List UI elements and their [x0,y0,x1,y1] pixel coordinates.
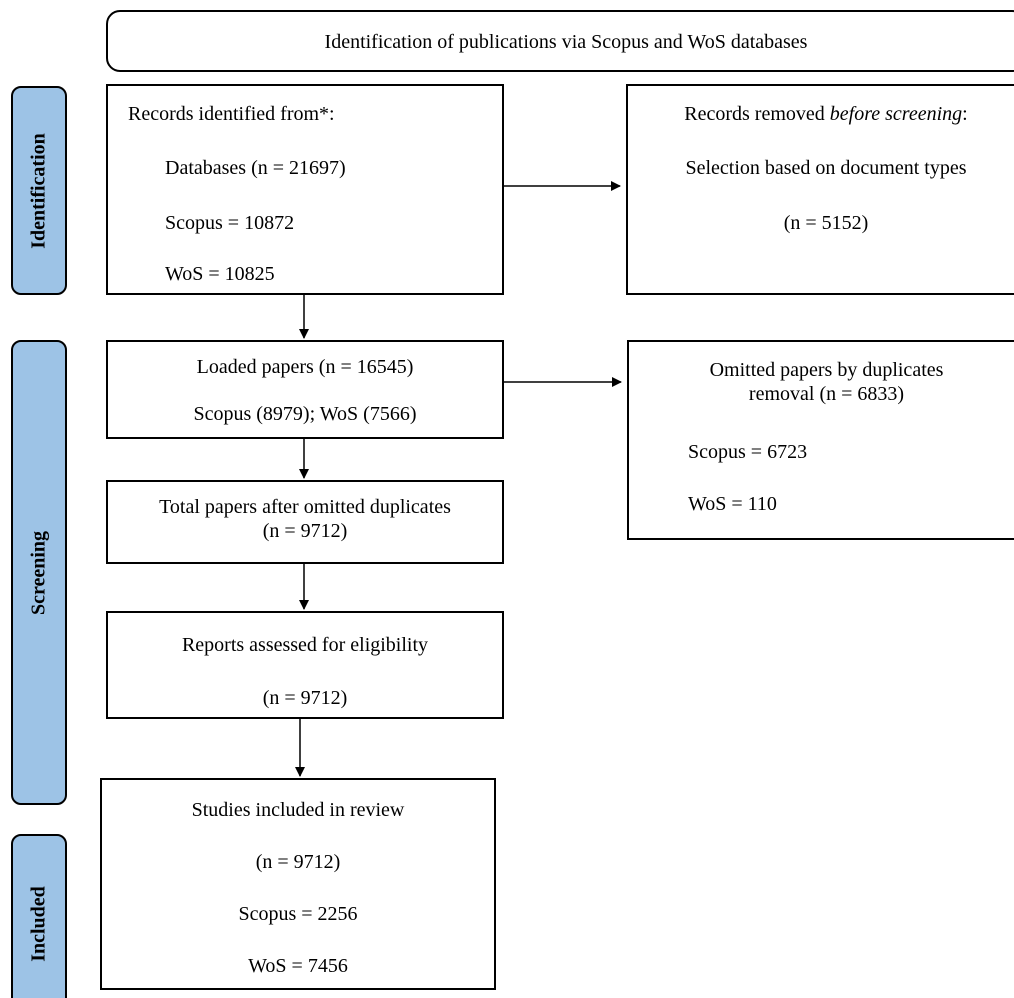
phase-screening: Screening [11,340,67,805]
loaded-papers-box: Loaded papers (n = 16545) Scopus (8979);… [106,340,504,439]
records-identified-wos: WoS = 10825 [165,263,275,285]
records-removed-title-suffix: : [962,103,968,125]
omitted-papers-line1: Omitted papers by duplicates [709,359,944,381]
records-identified-title: Records identified from*: [128,103,335,125]
after-duplicates-line2: (n = 9712) [262,520,348,542]
omitted-papers-wos: WoS = 110 [688,493,777,515]
included-studies-scopus: Scopus = 2256 [238,903,358,925]
loaded-papers-split: Scopus (8979); WoS (7566) [193,403,417,425]
phase-included: Included [11,834,67,998]
included-studies-title: Studies included in review [191,799,405,821]
loaded-papers-title: Loaded papers (n = 16545) [196,356,414,378]
eligibility-title: Reports assessed for eligibility [181,634,429,656]
header-box: Identification of publications via Scopu… [106,10,1014,72]
omitted-papers-box: Omitted papers by duplicates removal (n … [627,340,1014,540]
included-studies-wos: WoS = 7456 [248,955,348,977]
eligibility-count: (n = 9712) [262,687,348,709]
records-identified-box: Records identified from*: Databases (n =… [106,84,504,295]
included-studies-box: Studies included in review (n = 9712) Sc… [100,778,496,990]
after-duplicates-line1: Total papers after omitted duplicates [159,496,451,518]
records-removed-title-emphasis: before screening [829,103,963,125]
records-removed-box: Records removed before screening: Select… [626,84,1014,295]
omitted-papers-line2: removal (n = 6833) [748,383,905,405]
records-removed-selection: Selection based on document types [685,157,967,179]
records-removed-count: (n = 5152) [783,212,869,234]
records-removed-title: Records removed before screening: [628,102,1014,126]
phase-identification: Identification [11,86,67,295]
omitted-papers-scopus: Scopus = 6723 [688,441,808,463]
eligibility-box: Reports assessed for eligibility (n = 97… [106,611,504,719]
included-studies-count: (n = 9712) [255,851,341,873]
records-identified-databases: Databases (n = 21697) [165,157,346,179]
records-identified-scopus: Scopus = 10872 [165,212,295,234]
header-text: Identification of publications via Scopu… [324,31,808,53]
after-duplicates-box: Total papers after omitted duplicates (n… [106,480,504,564]
records-removed-title-prefix: Records removed [684,103,830,125]
